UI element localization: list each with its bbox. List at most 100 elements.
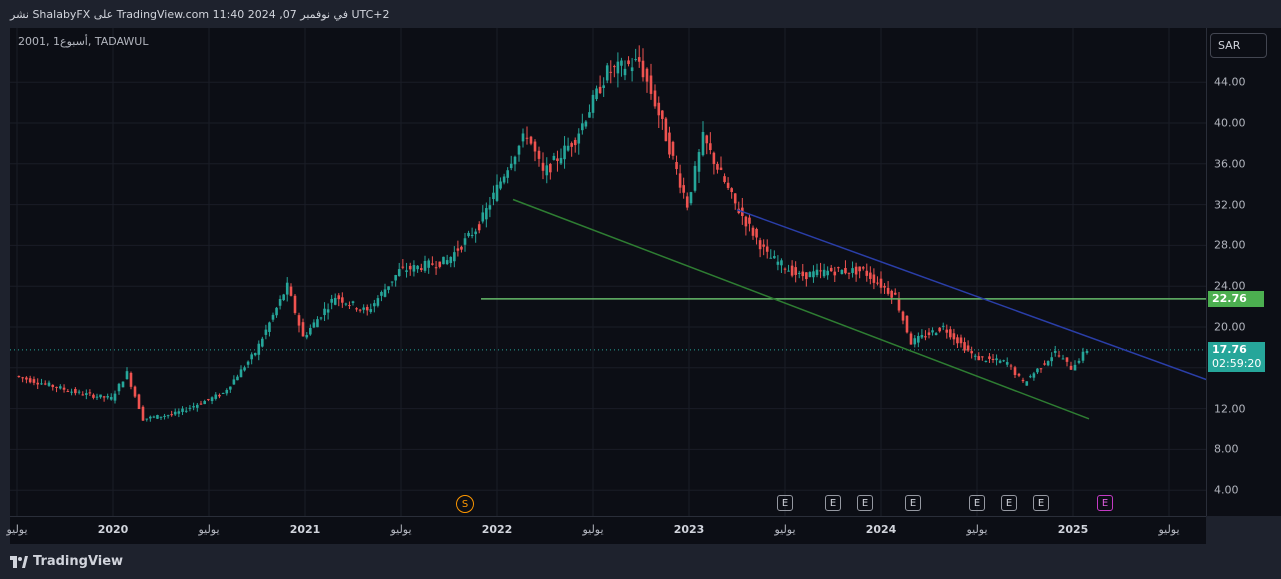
last-price-tag: 17.76 02:59:20 bbox=[1208, 342, 1265, 372]
candle-body bbox=[99, 394, 102, 398]
candle-body bbox=[1065, 357, 1069, 362]
candlestick-chart[interactable] bbox=[10, 28, 1206, 516]
candle-body bbox=[289, 286, 293, 296]
candle-body bbox=[627, 60, 630, 65]
candle-body bbox=[675, 162, 678, 170]
candle-body bbox=[769, 257, 773, 259]
chart-panel[interactable]: 2001, أسبوع1, TADAWUL bbox=[10, 28, 1206, 516]
earnings-event-marker[interactable]: E bbox=[825, 495, 841, 511]
candle-body bbox=[664, 118, 668, 142]
candle-body bbox=[751, 227, 755, 236]
price-tick-label: 40.00 bbox=[1214, 116, 1246, 130]
candle-body bbox=[95, 396, 99, 398]
candle-body bbox=[605, 65, 609, 81]
time-tick-label: 2020 bbox=[97, 523, 129, 536]
candle-body bbox=[981, 356, 984, 358]
candle-body bbox=[156, 415, 159, 419]
candle-body bbox=[449, 256, 453, 264]
candle-body bbox=[257, 343, 261, 355]
earnings-event-marker[interactable]: E bbox=[905, 495, 921, 511]
tradingview-logo[interactable]: TradingView bbox=[10, 554, 123, 569]
candle-body bbox=[901, 311, 905, 321]
candle-body bbox=[40, 383, 43, 385]
candle-body bbox=[81, 394, 85, 396]
candle-body bbox=[897, 298, 901, 311]
candle-body bbox=[909, 333, 913, 345]
candle-body bbox=[397, 269, 401, 277]
candle-body bbox=[416, 265, 419, 270]
candle-body bbox=[697, 152, 701, 172]
price-tick-label: 32.00 bbox=[1214, 198, 1246, 212]
candle-body bbox=[858, 266, 861, 272]
candle-body bbox=[872, 274, 876, 283]
candle-body bbox=[1069, 365, 1073, 370]
candle-body bbox=[390, 281, 394, 283]
candle-body bbox=[963, 342, 966, 351]
earnings-event-marker[interactable]: E bbox=[1001, 495, 1017, 511]
symbol-info: 2001, أسبوع1, TADAWUL bbox=[18, 35, 149, 48]
candle-body bbox=[229, 386, 232, 390]
candle-body bbox=[876, 282, 879, 284]
candle-body bbox=[938, 327, 941, 332]
candle-body bbox=[312, 322, 316, 328]
earnings-event-marker[interactable]: E bbox=[969, 495, 985, 511]
candle-body bbox=[549, 163, 552, 173]
price-tick-label: 36.00 bbox=[1214, 157, 1246, 171]
candle-body bbox=[74, 389, 77, 394]
candle-body bbox=[709, 143, 712, 151]
candle-body bbox=[47, 382, 51, 386]
earnings-event-marker[interactable]: E bbox=[857, 495, 873, 511]
price-tick-label: 44.00 bbox=[1214, 75, 1246, 89]
candle-body bbox=[851, 268, 854, 273]
time-tick-label: يوليو bbox=[966, 523, 988, 536]
candle-body bbox=[758, 240, 762, 250]
currency-button[interactable]: SAR bbox=[1210, 33, 1267, 58]
candle-body bbox=[506, 170, 509, 178]
future-earnings-event-marker[interactable]: E bbox=[1097, 495, 1113, 511]
candle-body bbox=[945, 329, 949, 333]
candle-body bbox=[988, 356, 991, 359]
candle-body bbox=[420, 268, 423, 270]
earnings-event-marker[interactable]: E bbox=[1033, 495, 1049, 511]
split-event-marker[interactable]: S bbox=[456, 495, 474, 513]
footer: TradingView bbox=[0, 544, 1281, 579]
candle-body bbox=[423, 260, 427, 271]
candle-body bbox=[883, 285, 886, 288]
time-tick-label: يوليو bbox=[582, 523, 604, 536]
candle-body bbox=[1005, 362, 1009, 365]
candle-body bbox=[1029, 376, 1032, 378]
candle-body bbox=[129, 372, 133, 387]
candle-body bbox=[32, 379, 36, 383]
candle-body bbox=[250, 354, 253, 360]
candle-body bbox=[453, 252, 456, 262]
time-tick-label: 2022 bbox=[481, 523, 513, 536]
candle-body bbox=[671, 141, 675, 156]
candle-body bbox=[125, 371, 129, 380]
candle-body bbox=[319, 317, 323, 319]
candle-body bbox=[1053, 350, 1057, 353]
candle-body bbox=[488, 205, 492, 210]
candle-body bbox=[762, 244, 765, 247]
candle-body bbox=[173, 411, 177, 415]
candle-body bbox=[113, 393, 117, 401]
candle-body bbox=[163, 415, 166, 417]
candle-body bbox=[588, 112, 591, 118]
time-axis[interactable] bbox=[10, 516, 1206, 544]
candle-body bbox=[207, 399, 210, 401]
candle-body bbox=[552, 155, 556, 160]
earnings-event-marker[interactable]: E bbox=[777, 495, 793, 511]
candle-body bbox=[765, 246, 769, 252]
candle-body bbox=[949, 329, 952, 338]
candle-body bbox=[58, 386, 62, 389]
time-tick-label: 2021 bbox=[289, 523, 321, 536]
candle-body bbox=[879, 278, 883, 288]
candle-body bbox=[801, 271, 805, 277]
candle-body bbox=[485, 208, 488, 220]
price-axis[interactable] bbox=[1206, 28, 1281, 516]
candle-body bbox=[275, 307, 278, 316]
candle-body bbox=[246, 361, 250, 365]
candle-body bbox=[517, 145, 521, 155]
candle-body bbox=[236, 376, 239, 381]
candle-body bbox=[1036, 368, 1039, 373]
candle-body bbox=[890, 290, 893, 298]
